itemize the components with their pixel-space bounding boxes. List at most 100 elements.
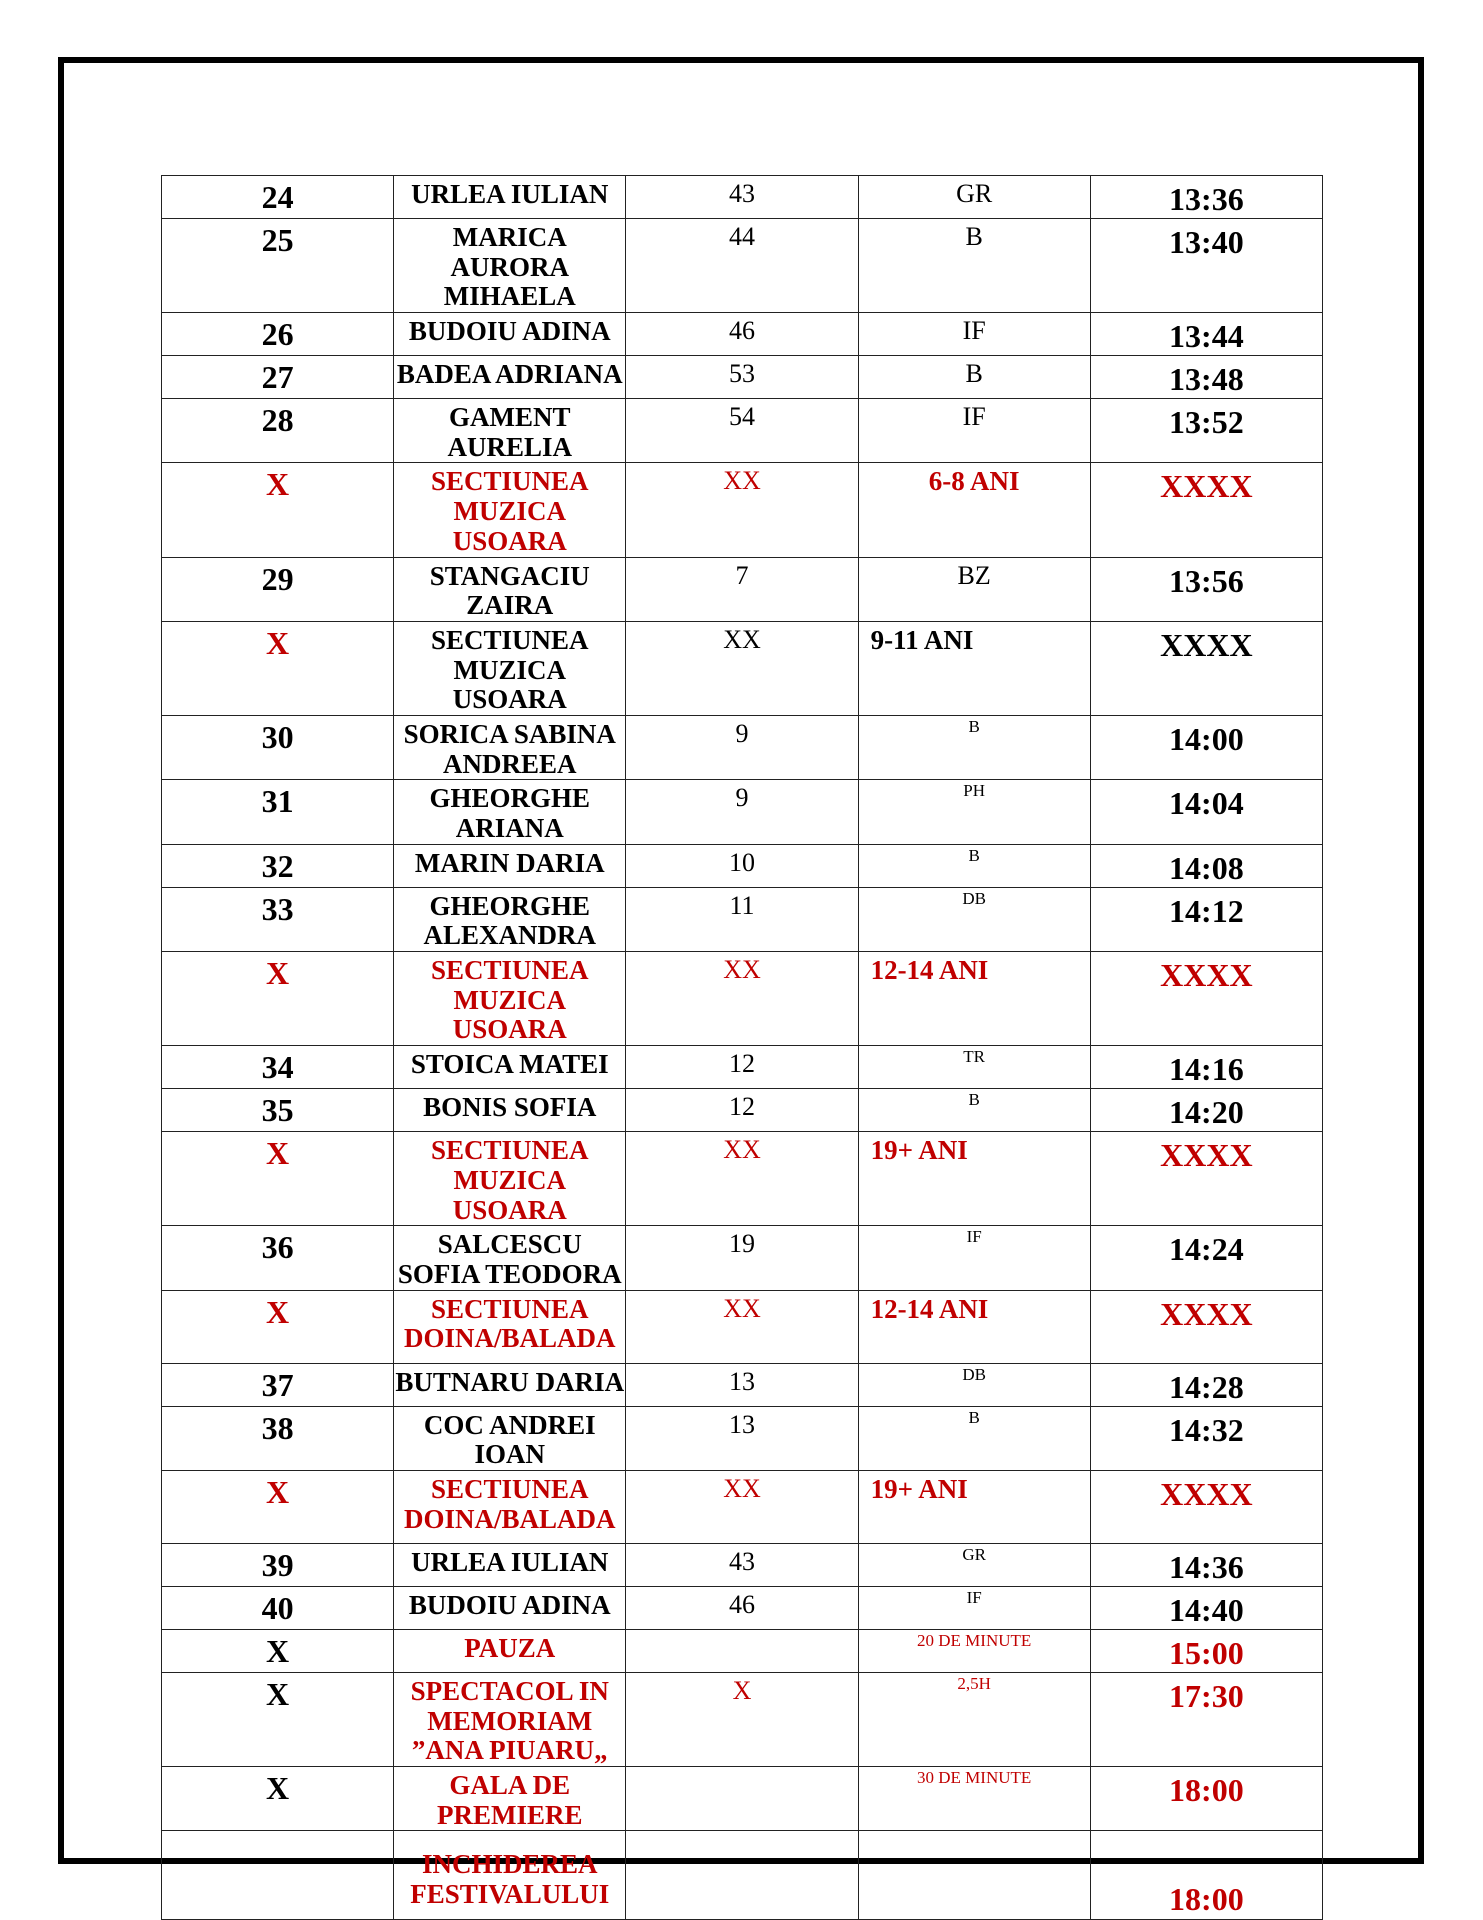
section-row: X SECTIUNEA DOINA/BALADA XX 19+ ANI XXXX	[160, 1469, 1324, 1544]
table-row: 32 MARIN DARIA 10 B 14:08	[160, 843, 1324, 888]
age-cell: 12	[625, 1045, 859, 1090]
code-cell: B	[857, 355, 1091, 400]
number-cell: 39	[160, 1542, 395, 1587]
time-cell: 18:00	[1089, 1765, 1324, 1832]
age-cell: 11	[625, 886, 859, 953]
code-cell: DB	[857, 886, 1091, 953]
code-cell: GR	[857, 1542, 1091, 1587]
age-cell: 19	[625, 1225, 859, 1291]
section-row: X SECTIUNEA DOINA/BALADA XX 12-14 ANI XXXX	[160, 1289, 1324, 1364]
number-cell: 27	[160, 355, 395, 400]
number-cell: 38	[160, 1405, 395, 1471]
age-cell: 54	[625, 398, 859, 464]
number-cell: 34	[160, 1045, 395, 1090]
code-cell: GR	[857, 175, 1091, 219]
age-cell: XX	[625, 620, 859, 716]
name-cell: BUTNARU DARIA	[393, 1362, 627, 1407]
time-cell: 14:24	[1089, 1225, 1324, 1291]
code-cell: 20 DE MINUTE	[857, 1628, 1091, 1673]
name-cell: GHEORGHE ARIANA	[393, 779, 627, 845]
time-cell: 17:30	[1089, 1671, 1324, 1768]
number-cell: 31	[160, 779, 395, 845]
number-cell: X	[160, 1765, 395, 1832]
number-cell: 28	[160, 398, 395, 464]
age-cell	[625, 1628, 859, 1673]
time-cell: 14:00	[1089, 714, 1324, 781]
time-cell: 14:32	[1089, 1405, 1324, 1471]
age-cell: 53	[625, 355, 859, 400]
age-cell: XX	[625, 951, 859, 1047]
age-cell: 43	[625, 1542, 859, 1587]
closing-row: INCHIDEREA FESTIVALULUI 18:00	[160, 1830, 1324, 1920]
name-cell: SECTIUNEA MUZICA USOARA	[393, 620, 627, 716]
time-cell: XXXX	[1089, 1289, 1324, 1364]
code-cell: IF	[857, 312, 1091, 357]
number-cell: X	[160, 620, 395, 716]
number-cell	[160, 1830, 395, 1920]
table-row: 31 GHEORGHE ARIANA 9 PH 14:04	[160, 779, 1324, 845]
age-cell: X	[625, 1671, 859, 1768]
name-cell: SALCESCU SOFIA TEODORA	[393, 1225, 627, 1291]
age-cell: XX	[625, 462, 859, 558]
number-cell: X	[160, 1131, 395, 1227]
name-cell: MARIN DARIA	[393, 843, 627, 888]
number-cell: 32	[160, 843, 395, 888]
age-cell: 13	[625, 1362, 859, 1407]
age-cell: 13	[625, 1405, 859, 1471]
table-row: 29 STANGACIU ZAIRA 7 BZ 13:56	[160, 556, 1324, 622]
number-cell: 29	[160, 556, 395, 622]
time-cell: 13:56	[1089, 556, 1324, 622]
name-cell: PAUZA	[393, 1628, 627, 1673]
code-cell: DB	[857, 1362, 1091, 1407]
age-cell: 10	[625, 843, 859, 888]
number-cell: 30	[160, 714, 395, 781]
time-cell: 13:40	[1089, 217, 1324, 314]
code-cell: B	[857, 1088, 1091, 1133]
table-row: 33 GHEORGHE ALEXANDRA 11 DB 14:12	[160, 886, 1324, 953]
time-cell: 13:44	[1089, 312, 1324, 357]
schedule-table: 24 URLEA IULIAN 43 GR 13:36 25 MARICA AURORA M…	[160, 175, 1324, 1920]
name-cell: SECTIUNEA MUZICA USOARA	[393, 951, 627, 1047]
name-cell: SPECTACOL IN MEMORIAM ”ANA PIUARU„	[393, 1671, 627, 1768]
category-cell: 12-14 ANI	[857, 1289, 1091, 1364]
age-cell: 7	[625, 556, 859, 622]
table-row: 35 BONIS SOFIA 12 B 14:20	[160, 1088, 1324, 1133]
time-cell: 13:48	[1089, 355, 1324, 400]
code-cell: B	[857, 714, 1091, 781]
name-cell: SECTIUNEA DOINA/BALADA	[393, 1469, 627, 1544]
table-row: 26 BUDOIU ADINA 46 IF 13:44	[160, 312, 1324, 357]
number-cell: X	[160, 1628, 395, 1673]
number-cell: 24	[160, 175, 395, 219]
time-cell: XXXX	[1089, 620, 1324, 716]
number-cell: 35	[160, 1088, 395, 1133]
name-cell: GALA DE PREMIERE	[393, 1765, 627, 1832]
name-cell: STANGACIU ZAIRA	[393, 556, 627, 622]
table-row: 39 URLEA IULIAN 43 GR 14:36	[160, 1542, 1324, 1587]
time-cell: 14:28	[1089, 1362, 1324, 1407]
name-cell: INCHIDEREA FESTIVALULUI	[393, 1830, 627, 1920]
age-cell	[625, 1765, 859, 1832]
event-row: X PAUZA 20 DE MINUTE 15:00	[160, 1628, 1324, 1673]
category-cell: 19+ ANI	[857, 1131, 1091, 1227]
number-cell: 25	[160, 217, 395, 314]
name-cell: SORICA SABINA ANDREEA	[393, 714, 627, 781]
code-cell: TR	[857, 1045, 1091, 1090]
code-cell: IF	[857, 1585, 1091, 1630]
name-cell: BUDOIU ADINA	[393, 312, 627, 357]
table-row: 30 SORICA SABINA ANDREEA 9 B 14:00	[160, 714, 1324, 781]
age-cell: 44	[625, 217, 859, 314]
name-cell: BONIS SOFIA	[393, 1088, 627, 1133]
code-cell: BZ	[857, 556, 1091, 622]
table-row: 27 BADEA ADRIANA 53 B 13:48	[160, 355, 1324, 400]
time-cell: 13:52	[1089, 398, 1324, 464]
section-row: X SECTIUNEA MUZICA USOARA XX 9-11 ANI XXXX	[160, 620, 1324, 716]
age-cell: XX	[625, 1131, 859, 1227]
name-cell: STOICA MATEI	[393, 1045, 627, 1090]
time-cell: 14:08	[1089, 843, 1324, 888]
age-cell: 46	[625, 1585, 859, 1630]
number-cell: X	[160, 1469, 395, 1544]
time-cell: 14:04	[1089, 779, 1324, 845]
event-row: X GALA DE PREMIERE 30 DE MINUTE 18:00	[160, 1765, 1324, 1832]
category-cell: 6-8 ANI	[857, 462, 1091, 558]
time-cell: 14:40	[1089, 1585, 1324, 1630]
